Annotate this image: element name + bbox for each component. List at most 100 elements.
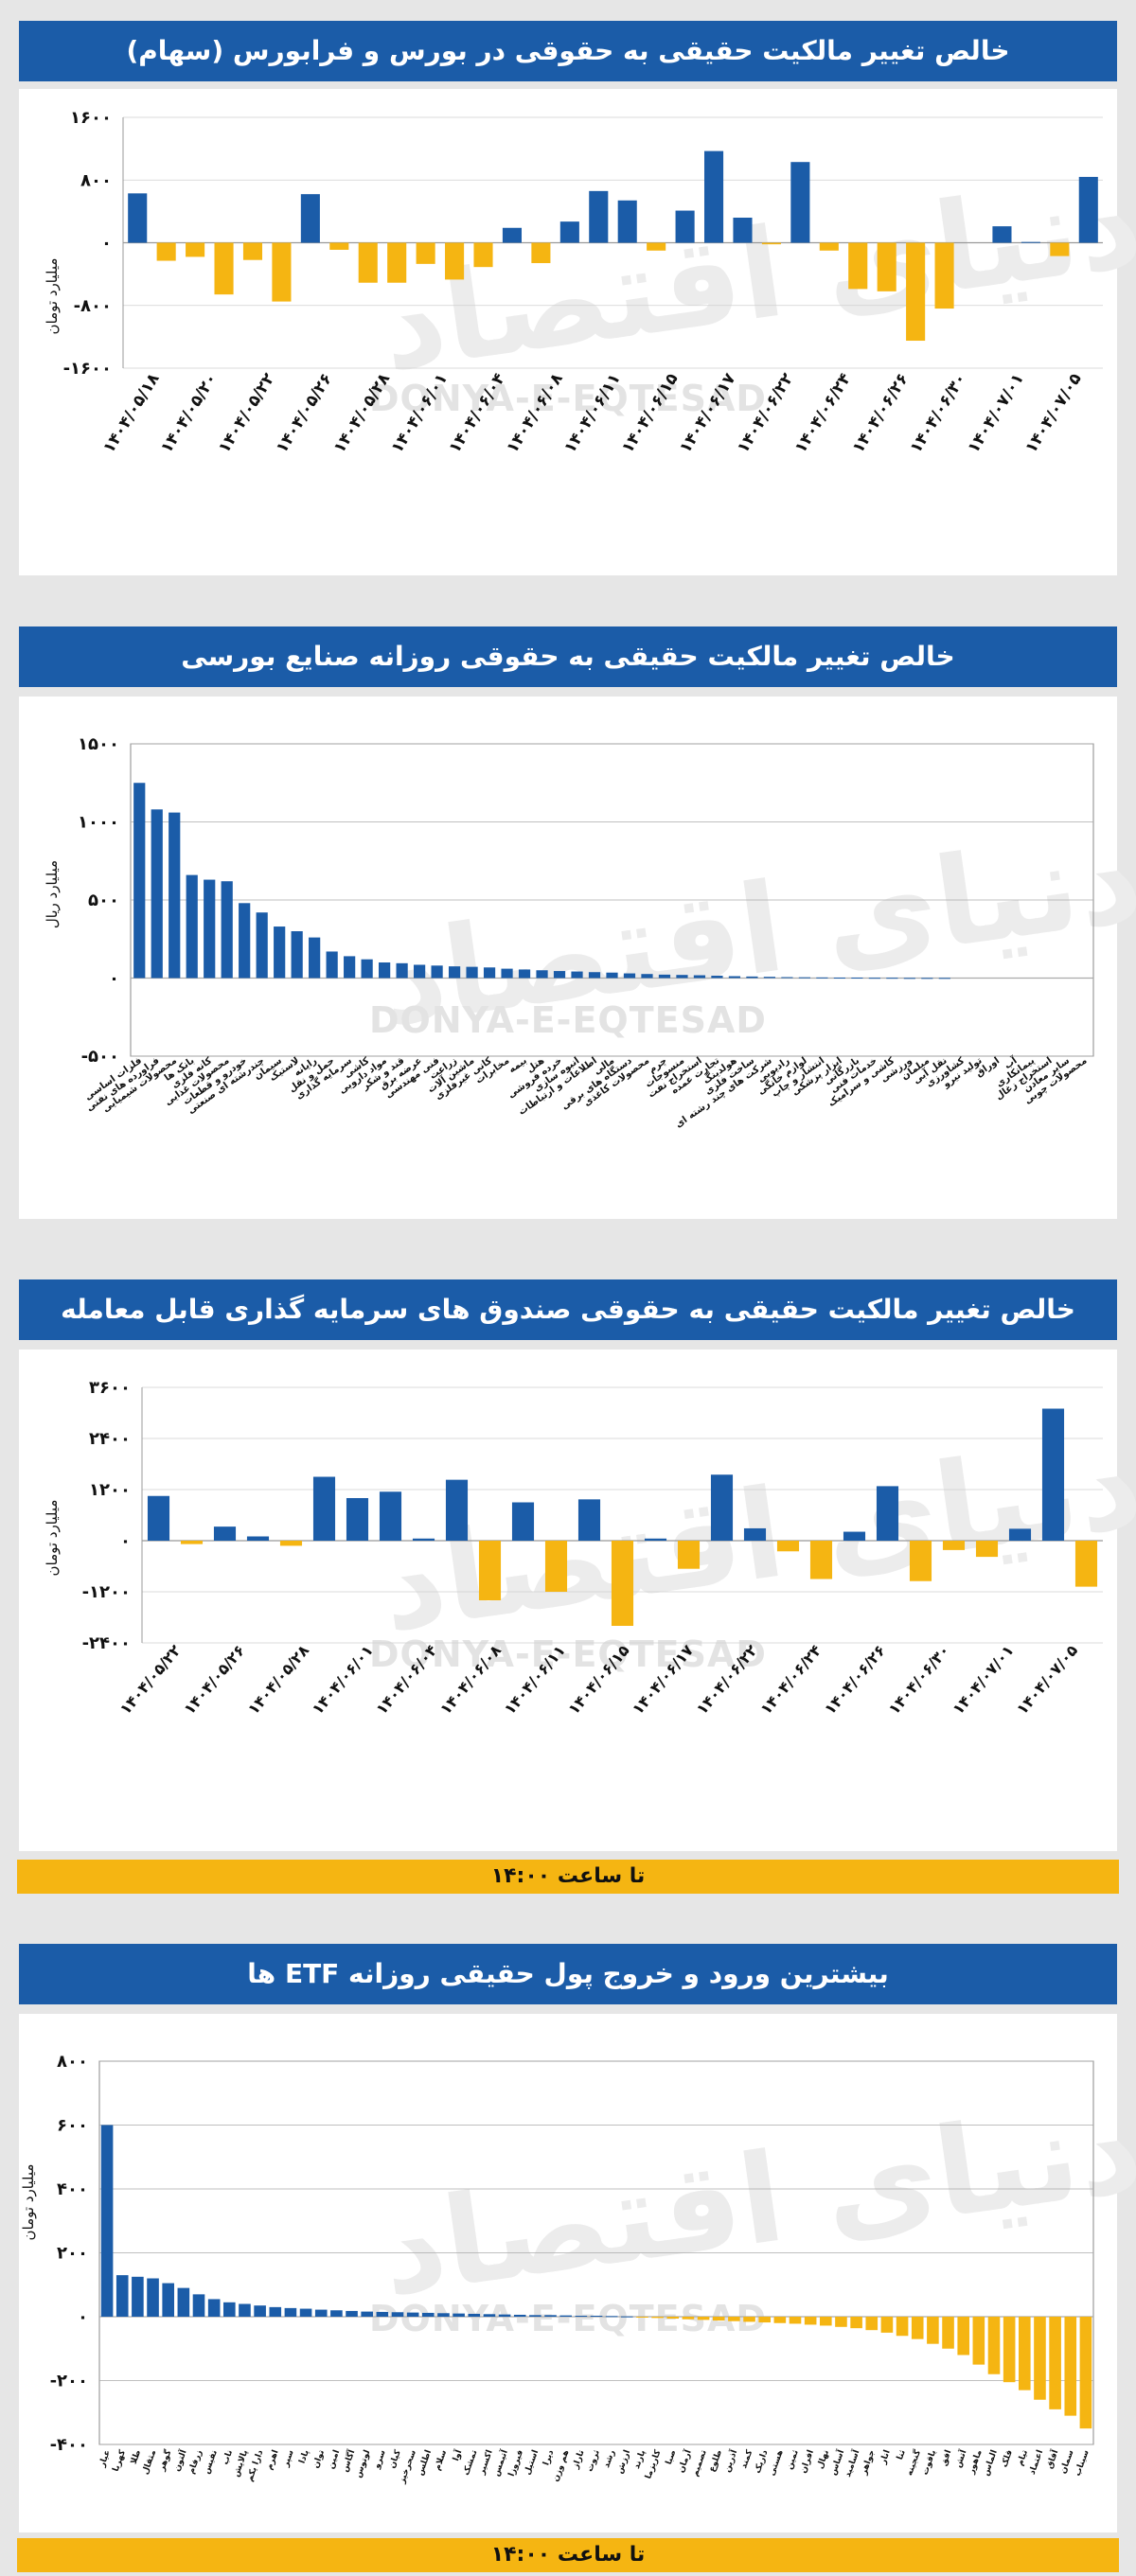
bar — [876, 1486, 899, 1541]
bar — [589, 190, 609, 243]
bar — [529, 2315, 541, 2317]
x-category-label: تصمیم — [691, 2449, 709, 2479]
x-category-label: اطلس — [416, 2449, 434, 2478]
x-category-label: ثمین — [785, 2449, 801, 2471]
y-tick-label: ۰ — [78, 2307, 88, 2327]
bar — [820, 2317, 832, 2326]
bar — [300, 194, 320, 243]
bar — [559, 221, 579, 243]
x-category-label: نهال — [816, 2449, 831, 2471]
bar — [498, 2314, 511, 2317]
x-category-label: جواهر — [860, 2449, 878, 2478]
bar — [406, 2312, 419, 2317]
bar — [531, 242, 551, 264]
bar — [128, 193, 148, 243]
bar — [186, 874, 198, 979]
bar — [886, 978, 898, 979]
chart-title-1: خالص تغییر مالکیت حقیقی به حقوقی در بورس… — [19, 21, 1117, 81]
x-category-label: ثنا — [896, 2449, 908, 2461]
bar — [1034, 2317, 1046, 2400]
x-category-label: آلتون — [170, 2447, 189, 2473]
bar — [850, 2317, 862, 2329]
bar — [1064, 2317, 1077, 2416]
bar — [133, 783, 146, 979]
bar — [697, 2317, 710, 2320]
bar — [1008, 1528, 1032, 1541]
bar — [559, 2315, 572, 2317]
bar — [162, 2283, 174, 2317]
bar — [448, 966, 461, 979]
bar — [330, 2310, 343, 2317]
x-tick-label: ۱۴۰۴/۰۶/۳۰ — [885, 1641, 953, 1718]
bar — [641, 974, 653, 979]
bar — [1049, 2317, 1061, 2409]
bar — [636, 2317, 648, 2318]
x-tick-label: ۱۴۰۴/۰۶/۳۰ — [906, 370, 970, 457]
panel-stocks: خالص تغییر مالکیت حقیقی به حقوقی در بورس… — [0, 0, 1136, 587]
bar — [518, 969, 531, 979]
bar — [865, 2317, 879, 2331]
bar — [693, 975, 706, 979]
bar — [992, 226, 1012, 243]
y-tick-label: ۱۰۰۰ — [78, 813, 119, 833]
x-tick-label: ۱۴۰۴/۰۶/۲۲ — [693, 1641, 761, 1718]
x-tick-label: ۱۴۰۴/۰۶/۱۱ — [560, 370, 625, 457]
y-tick-label: ۰ — [101, 234, 112, 254]
bar — [728, 2317, 740, 2321]
bar — [1041, 1408, 1065, 1541]
x-category-label: سلام — [433, 2448, 449, 2471]
y-tick-label: ۱۲۰۰ — [89, 1480, 131, 1500]
bar — [746, 976, 758, 979]
bar — [658, 974, 671, 979]
bar — [284, 2307, 297, 2317]
bar — [379, 962, 391, 979]
bar — [314, 2309, 328, 2317]
bar — [1050, 242, 1070, 256]
bar — [511, 1502, 535, 1541]
bar — [790, 162, 810, 243]
bar — [291, 931, 303, 979]
bar — [763, 977, 776, 979]
x-category-label: دیرا — [541, 2448, 556, 2466]
bar — [868, 978, 880, 979]
bar — [1079, 2317, 1092, 2429]
time-note-4: تا ساعت ۱۴:۰۰ — [17, 2538, 1119, 2572]
bar — [606, 972, 618, 979]
bar — [682, 2317, 695, 2320]
bar — [1003, 2317, 1016, 2383]
y-tick-label: ۸۰۰ — [80, 170, 112, 190]
bar — [835, 2317, 847, 2327]
bar — [921, 978, 933, 979]
bar — [544, 2315, 557, 2317]
chart-title-4: بیشترین ورود و خروج پول حقیقی روزانه ETF… — [19, 1944, 1117, 2004]
bar — [590, 2315, 603, 2317]
x-category-label: سیناب — [1074, 2448, 1092, 2477]
bar — [221, 881, 233, 979]
bar — [502, 227, 523, 243]
bar — [169, 812, 181, 979]
bar — [115, 2275, 129, 2317]
x-tick-label: ۱۴۰۴/۰۷/۰۵ — [1013, 1641, 1081, 1718]
bar — [1019, 2317, 1031, 2391]
x-category-label: طلوع — [707, 2449, 724, 2474]
watermark-latin-2: DONYA-E-EQTESAD — [369, 999, 767, 1041]
x-category-label: یاقوت — [920, 2449, 938, 2477]
x-tick-label: ۱۴۰۴/۰۶/۱۱ — [501, 1641, 569, 1718]
bar — [204, 879, 216, 979]
bar — [177, 2287, 190, 2317]
bar — [804, 2317, 817, 2325]
watermark-latin-3: DONYA-E-EQTESAD — [369, 1633, 767, 1675]
x-tick-label: ۱۴۰۴/۰۶/۲۲ — [734, 370, 798, 457]
bar — [132, 2276, 144, 2317]
x-category-label: هستی — [768, 2449, 786, 2478]
bar — [877, 242, 896, 291]
bar — [903, 978, 915, 979]
x-tick-label: ۱۴۰۴/۰۷/۰۵ — [1021, 370, 1086, 457]
y-tick-label: -۲۰۰ — [50, 2372, 88, 2391]
y-tick-label: ۱۶۰۰ — [70, 108, 112, 128]
bar — [677, 1541, 701, 1569]
x-category-label: کیان — [388, 2448, 403, 2470]
bar — [773, 2317, 787, 2323]
x-category-label: آذرین — [721, 2447, 740, 2474]
bar — [412, 1538, 435, 1541]
